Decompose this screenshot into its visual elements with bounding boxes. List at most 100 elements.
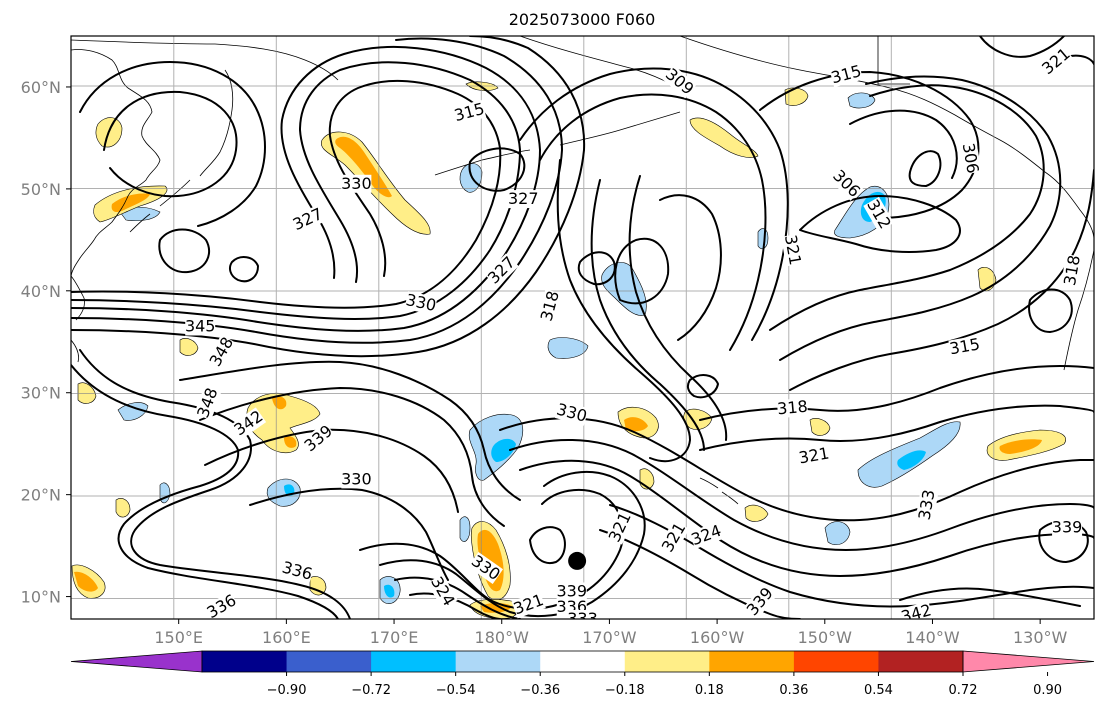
- contour-label-background: [797, 444, 831, 468]
- contour-line: [699, 404, 1094, 451]
- positive-patch: [784, 87, 809, 106]
- alaska-coast: [679, 36, 1094, 241]
- contour-label-background: [776, 397, 809, 419]
- alaska-border: [877, 36, 910, 85]
- bering-coast: [519, 36, 676, 87]
- colorbar-segment: [455, 651, 541, 672]
- contour-line: [899, 587, 1081, 607]
- latitude-label: 30°N: [21, 384, 61, 403]
- contour-label-background: [1052, 518, 1083, 537]
- contour-label-background: [915, 488, 939, 522]
- positive-patch: [179, 338, 199, 356]
- contour-line: [699, 365, 1094, 421]
- colorbar-segment: [286, 651, 372, 672]
- positive-patch: [624, 417, 648, 432]
- contour-label-background: [743, 584, 777, 619]
- contour-line: [590, 179, 705, 451]
- contour-line: [199, 387, 505, 527]
- negative-patch: [601, 262, 647, 316]
- contour-label-background: [556, 582, 587, 601]
- contour-line: [71, 46, 541, 332]
- latitude-label: 50°N: [21, 180, 61, 199]
- latitude-label: 10°N: [21, 588, 61, 607]
- contour-label-background: [484, 253, 519, 288]
- contour-label-background: [899, 601, 934, 619]
- contour-line: [577, 251, 616, 286]
- colorbar-segment: [371, 651, 457, 672]
- contour-label-background: [863, 196, 894, 232]
- latitude-label: 40°N: [21, 282, 61, 301]
- contour-line: [759, 71, 980, 219]
- hawaiian-islands: [699, 477, 739, 505]
- negative-patch: [459, 516, 471, 542]
- longitude-label: 170°W: [582, 628, 637, 647]
- contour-label: 348: [193, 385, 221, 420]
- shaded-anomaly-patches: [71, 81, 1066, 619]
- contour-line: [519, 67, 789, 341]
- contour-label-background: [948, 335, 982, 359]
- contour-line: [71, 36, 586, 358]
- colorbar-tick-label: 0.90: [1033, 683, 1062, 698]
- negative-patch: [824, 521, 851, 545]
- contour-label-background: [185, 317, 216, 336]
- colorbar-tick-label: −0.54: [436, 683, 476, 698]
- contour-line: [779, 75, 1062, 361]
- contour-label: 318: [537, 289, 563, 323]
- contour-label-background: [689, 521, 724, 550]
- contour-label-background: [452, 99, 487, 126]
- positive-patch: [246, 393, 321, 453]
- contour-label: 327: [290, 204, 326, 234]
- colorbar-segment: [624, 651, 710, 672]
- japan-coast: [71, 275, 85, 363]
- colorbar-segment: [878, 651, 964, 672]
- colorbar-tick-label: 0.18: [695, 683, 724, 698]
- contour-label: 321: [781, 233, 805, 266]
- contour-line: [628, 175, 728, 441]
- contour-line: [519, 459, 1094, 577]
- contour-label-background: [1039, 44, 1074, 79]
- contour-line: [79, 61, 266, 227]
- colorbar-segment: [202, 651, 288, 672]
- contour-line: [204, 428, 459, 513]
- negative-patch: [897, 450, 926, 470]
- negative-patch: [847, 92, 876, 109]
- contour-label: 342: [899, 600, 933, 626]
- contour-label: 339: [301, 421, 337, 455]
- longitude-label: 140°W: [905, 628, 960, 647]
- contour-label: 336: [204, 590, 240, 622]
- colorbar-tick-label: 0.54: [864, 683, 893, 698]
- contour-label: 321: [1038, 44, 1074, 78]
- contour-label-background: [1093, 177, 1094, 211]
- longitude-label: 160°E: [262, 628, 311, 647]
- positive-patch: [284, 436, 297, 448]
- contour-label-background: [231, 407, 267, 440]
- contour-line: [529, 526, 566, 564]
- longitude-label: 150°E: [154, 628, 203, 647]
- contour-label: 315: [948, 334, 981, 358]
- contour-line: [769, 84, 1045, 331]
- contour-label: 330: [341, 469, 372, 488]
- longitude-labels: 150°E 160°E 170°E 180°W 170°W 160°W 150°W 140°W…: [154, 628, 1067, 647]
- colorbar-tick-label: −0.18: [605, 683, 645, 698]
- contour-label: 330: [404, 290, 438, 315]
- contour-label: 318: [1060, 254, 1084, 287]
- contour-label-background: [404, 291, 438, 315]
- contour-line: [659, 194, 722, 341]
- contour-label: 336: [280, 557, 314, 583]
- contour-line: [249, 487, 449, 581]
- map-frame: [70, 35, 1095, 620]
- contour-label: 327: [484, 253, 519, 288]
- contour-label-background: [341, 470, 372, 489]
- contour-label-background: [204, 591, 240, 619]
- contour-line: [79, 349, 351, 619]
- contour-line: [614, 237, 670, 305]
- positive-patch: [744, 504, 769, 522]
- longitude-label: 130°W: [1013, 628, 1068, 647]
- contour-label-background: [194, 385, 222, 421]
- contour-label: 321: [511, 590, 546, 618]
- positive-patch: [809, 418, 831, 436]
- contour-label: 318: [776, 397, 808, 419]
- kamchatka-coast: [71, 49, 161, 277]
